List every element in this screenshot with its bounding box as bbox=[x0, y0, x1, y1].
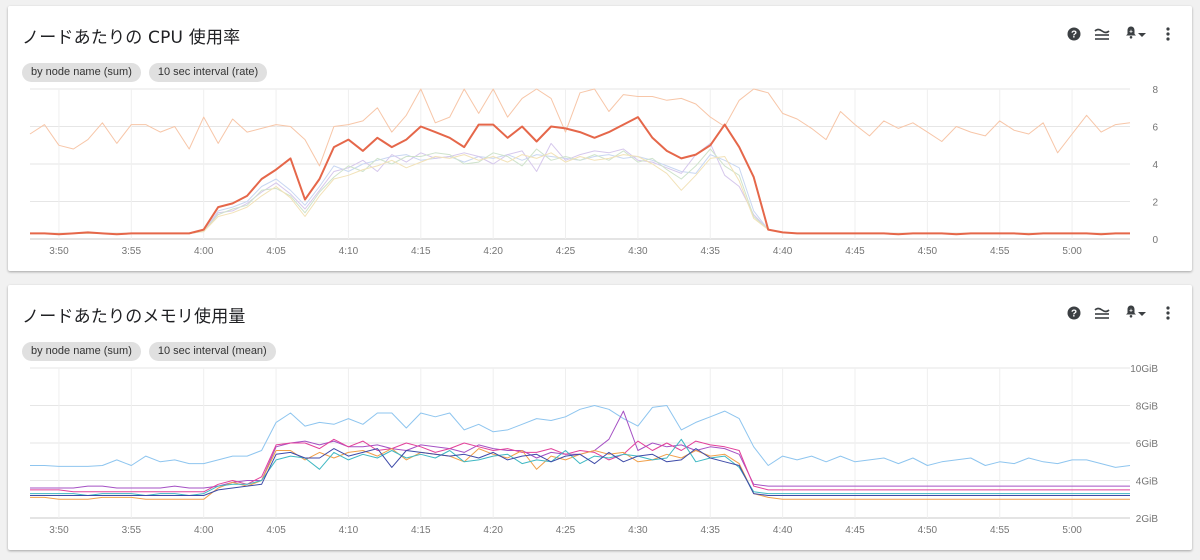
y-tick-label: 2 bbox=[1152, 198, 1158, 209]
series-line-2 bbox=[30, 410, 1130, 489]
x-tick-label: 4:45 bbox=[845, 525, 865, 536]
x-tick-label: 4:40 bbox=[773, 246, 793, 257]
panel-toolbar: ? + bbox=[1066, 305, 1176, 321]
x-tick-label: 5:00 bbox=[1062, 246, 1082, 257]
x-tick-label: 4:20 bbox=[483, 246, 503, 257]
x-tick-label: 4:50 bbox=[918, 525, 938, 536]
series-line-5 bbox=[30, 438, 1130, 496]
svg-text:?: ? bbox=[1071, 309, 1077, 320]
y-tick-label: 6GiB bbox=[1136, 439, 1159, 450]
legend-icon[interactable] bbox=[1094, 26, 1110, 42]
alert-bell-icon: + bbox=[1124, 304, 1138, 323]
x-tick-label: 4:50 bbox=[918, 246, 938, 257]
y-tick-label: 8 bbox=[1152, 85, 1158, 96]
series-line-2 bbox=[30, 154, 1130, 234]
y-tick-label: 4GiB bbox=[1136, 477, 1159, 488]
x-tick-label: 4:55 bbox=[990, 246, 1010, 257]
x-tick-label: 4:20 bbox=[483, 525, 503, 536]
panel-title: ノードあたりの CPU 使用率 bbox=[22, 28, 241, 48]
x-tick-label: 4:45 bbox=[845, 246, 865, 257]
y-tick-label: 4 bbox=[1152, 160, 1158, 171]
group-by-chip[interactable]: by node name (sum) bbox=[22, 63, 141, 82]
x-tick-label: 4:55 bbox=[990, 525, 1010, 536]
dropdown-arrow-icon bbox=[1138, 25, 1146, 43]
x-tick-label: 3:55 bbox=[122, 525, 142, 536]
cpu-usage-panel: ノードあたりの CPU 使用率 by node name (sum) 10 se… bbox=[8, 6, 1192, 271]
x-tick-label: 4:10 bbox=[339, 525, 359, 536]
x-tick-label: 4:25 bbox=[556, 525, 576, 536]
series-line-6 bbox=[30, 448, 1130, 496]
aggregation-chip[interactable]: 10 sec interval (rate) bbox=[148, 63, 268, 82]
more-vert-icon[interactable] bbox=[1160, 305, 1176, 321]
x-tick-label: 5:00 bbox=[1062, 525, 1082, 536]
memory-usage-chart[interactable]: 2GiB 4GiB 6GiB 8GiB 10GiB 3:50 3:55 4:00 4:05 4:1… bbox=[8, 285, 1192, 550]
svg-text:+: + bbox=[1129, 29, 1133, 35]
x-tick-label: 4:35 bbox=[701, 525, 721, 536]
panel-toolbar: ? + bbox=[1066, 26, 1176, 42]
x-tick-label: 4:00 bbox=[194, 525, 214, 536]
x-tick-label: 4:15 bbox=[411, 525, 431, 536]
series-line-3 bbox=[30, 438, 1130, 493]
y-tick-label: 2GiB bbox=[1136, 514, 1159, 525]
cpu-usage-chart[interactable]: 0 2 4 6 8 3:50 3:55 4:00 4:05 4:10 4:15 4:20 4:25 4:3… bbox=[8, 6, 1192, 271]
x-tick-label: 3:50 bbox=[49, 246, 69, 257]
panel-title: ノードあたりのメモリ使用量 bbox=[22, 307, 246, 327]
chip-group: by node name (sum) 10 sec interval (mean… bbox=[22, 342, 276, 361]
y-tick-label: 6 bbox=[1152, 123, 1158, 134]
x-tick-label: 4:35 bbox=[701, 246, 721, 257]
more-vert-icon[interactable] bbox=[1160, 26, 1176, 42]
x-tick-label: 4:05 bbox=[266, 525, 286, 536]
x-tick-label: 4:40 bbox=[773, 525, 793, 536]
x-tick-label: 4:10 bbox=[339, 246, 359, 257]
x-tick-label: 4:00 bbox=[194, 246, 214, 257]
svg-text:+: + bbox=[1129, 308, 1133, 314]
series-line-6 bbox=[30, 116, 1130, 236]
x-tick-label: 3:50 bbox=[49, 525, 69, 536]
help-icon[interactable]: ? bbox=[1066, 26, 1082, 42]
series-line-1 bbox=[29, 88, 1131, 167]
x-tick-label: 3:55 bbox=[122, 246, 142, 257]
x-tick-label: 4:30 bbox=[628, 246, 648, 257]
y-tick-label: 10GiB bbox=[1130, 364, 1158, 375]
chip-group: by node name (sum) 10 sec interval (rate… bbox=[22, 63, 268, 82]
x-tick-label: 4:30 bbox=[628, 525, 648, 536]
dropdown-arrow-icon bbox=[1138, 304, 1146, 322]
x-tick-label: 4:15 bbox=[411, 246, 431, 257]
y-tick-label: 8GiB bbox=[1136, 402, 1159, 413]
y-tick-label: 0 bbox=[1152, 235, 1158, 246]
series-line-4 bbox=[30, 148, 1130, 234]
legend-icon[interactable] bbox=[1094, 305, 1110, 321]
series-line-5 bbox=[30, 152, 1130, 234]
x-tick-label: 4:05 bbox=[266, 246, 286, 257]
memory-usage-panel: ノードあたりのメモリ使用量 by node name (sum) 10 sec … bbox=[8, 285, 1192, 550]
series-line-1 bbox=[30, 405, 1131, 468]
svg-text:?: ? bbox=[1071, 30, 1077, 41]
alert-bell-icon: + bbox=[1124, 25, 1138, 44]
group-by-chip[interactable]: by node name (sum) bbox=[22, 342, 141, 361]
alert-menu[interactable]: + bbox=[1122, 305, 1148, 321]
help-icon[interactable]: ? bbox=[1066, 305, 1082, 321]
aggregation-chip[interactable]: 10 sec interval (mean) bbox=[148, 342, 276, 361]
x-tick-label: 4:25 bbox=[556, 246, 576, 257]
alert-menu[interactable]: + bbox=[1122, 26, 1148, 42]
